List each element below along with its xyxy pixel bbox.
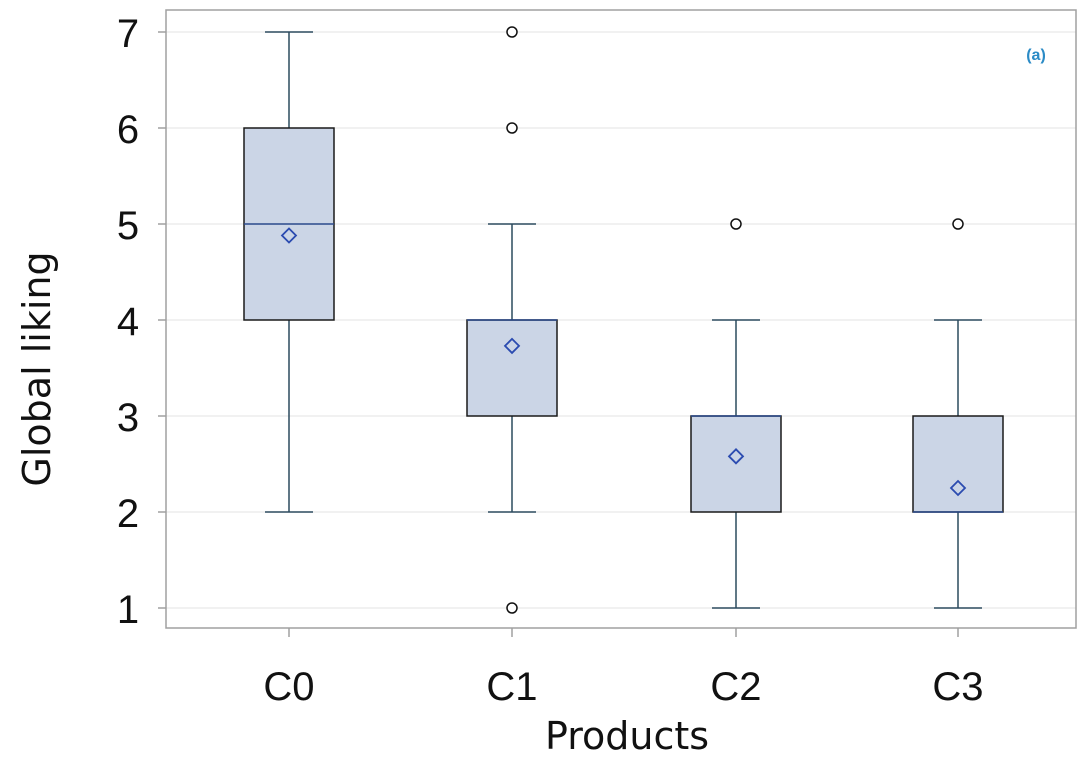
outlier-C2-0 <box>730 218 742 230</box>
outlier-C1-0 <box>506 26 518 38</box>
x-tick-label-C3: C3 <box>932 665 983 709</box>
mean-marker-C3 <box>949 479 967 497</box>
y-tick-label-2: 2 <box>117 492 139 536</box>
mean-marker-C2 <box>727 448 745 465</box>
box-C3 <box>912 415 1004 513</box>
x-tick-label-C2: C2 <box>710 665 761 709</box>
y-axis: 1 2 3 4 5 6 7 <box>117 12 166 632</box>
outlier-C1-1 <box>506 122 518 134</box>
panel-label: (a) <box>1026 47 1046 64</box>
mean-marker-C1 <box>503 337 521 355</box>
boxes <box>243 26 1004 614</box>
outlier-C1-2 <box>506 602 518 614</box>
x-tick-label-C0: C0 <box>263 665 314 709</box>
box-group-C2 <box>690 218 782 609</box>
plot-frame <box>165 9 1077 629</box>
x-axis: C0 C1 C2 C3 <box>263 628 984 709</box>
y-tick-label-5: 5 <box>117 204 139 248</box>
y-tick-label-6: 6 <box>117 108 139 152</box>
y-tick-label-7: 7 <box>117 12 139 56</box>
x-tick-label-C1: C1 <box>486 665 537 709</box>
y-tick-label-3: 3 <box>117 396 139 440</box>
outlier-C3-0 <box>952 218 964 230</box>
box-C1 <box>466 319 558 417</box>
x-axis-title: Products <box>545 714 709 757</box>
y-axis-title: Global liking <box>15 251 59 486</box>
mean-marker-C0 <box>280 227 298 244</box>
box-group-C1 <box>466 26 558 614</box>
box-group-C0 <box>243 31 335 513</box>
y-tick-label-1: 1 <box>117 588 139 632</box>
y-tick-label-4: 4 <box>117 300 139 344</box>
box-group-C3 <box>912 218 1004 609</box>
